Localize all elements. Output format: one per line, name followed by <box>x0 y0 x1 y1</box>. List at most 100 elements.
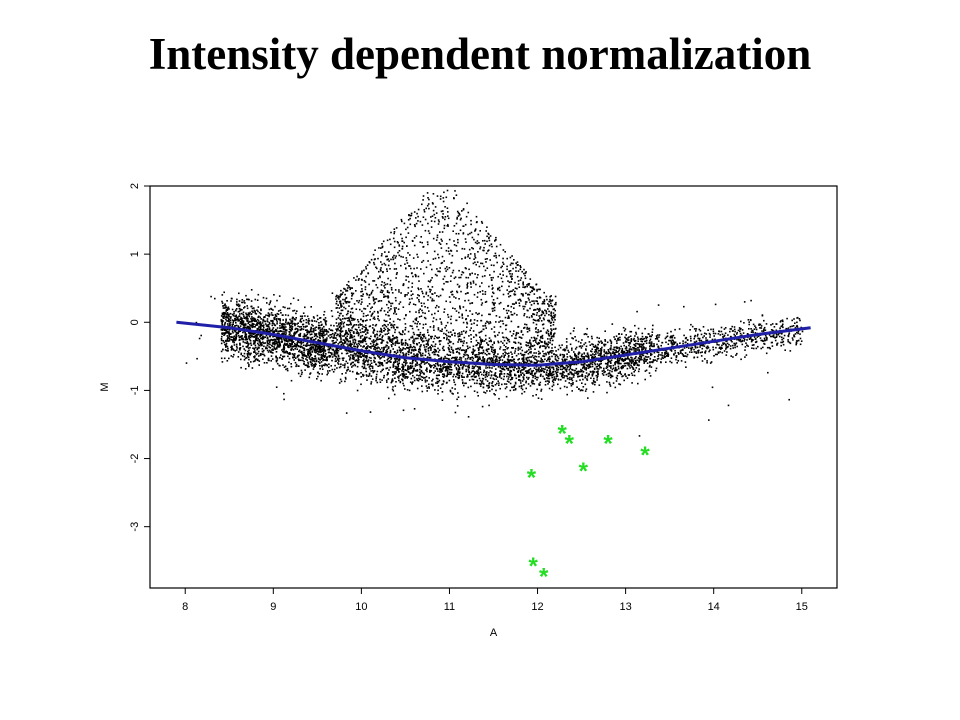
data-point <box>624 357 627 360</box>
data-point <box>428 356 431 359</box>
data-point <box>515 374 517 377</box>
data-point <box>495 389 497 392</box>
data-point <box>296 342 298 344</box>
data-point <box>466 321 468 324</box>
data-point <box>275 342 278 344</box>
data-point <box>601 370 604 372</box>
data-point <box>483 374 485 376</box>
data-point <box>522 356 525 358</box>
data-point <box>492 377 494 380</box>
data-point <box>285 350 287 353</box>
data-point <box>390 357 393 359</box>
data-point <box>535 359 538 361</box>
data-point <box>457 347 459 350</box>
data-point <box>266 327 269 330</box>
data-point <box>591 363 594 366</box>
data-point <box>423 361 425 363</box>
data-point <box>403 384 405 387</box>
data-point <box>599 354 601 357</box>
data-point <box>668 339 670 342</box>
data-point <box>535 355 538 358</box>
data-point <box>482 386 485 389</box>
data-point <box>456 398 458 401</box>
data-point <box>341 373 343 375</box>
data-point <box>477 395 479 397</box>
data-point <box>449 390 452 393</box>
data-point <box>446 357 449 360</box>
data-point <box>248 365 250 368</box>
data-point <box>643 359 645 362</box>
data-point <box>260 333 263 335</box>
data-point <box>471 367 474 370</box>
data-point <box>657 355 659 357</box>
data-point <box>295 346 298 348</box>
data-point <box>368 374 371 376</box>
data-point <box>253 351 255 354</box>
data-point <box>597 340 600 343</box>
data-point <box>262 335 264 337</box>
data-point <box>282 306 285 308</box>
data-point <box>342 364 344 366</box>
data-point <box>371 353 373 356</box>
data-point <box>331 368 334 371</box>
data-point <box>320 345 322 348</box>
data-point <box>405 354 407 357</box>
data-point <box>228 334 230 336</box>
data-point <box>239 318 242 320</box>
data-point <box>371 365 374 368</box>
data-point <box>324 355 326 357</box>
data-point <box>289 324 291 327</box>
data-point <box>584 383 587 386</box>
data-point <box>652 324 654 327</box>
data-point <box>440 365 442 368</box>
data-point <box>542 345 544 347</box>
data-point <box>254 350 256 352</box>
data-point <box>536 342 538 345</box>
data-point <box>227 347 229 350</box>
data-point <box>562 366 564 368</box>
data-point <box>615 360 618 363</box>
data-point <box>284 337 287 340</box>
data-point <box>581 389 584 392</box>
data-point <box>276 341 278 343</box>
data-point <box>282 364 284 366</box>
data-point <box>224 322 226 325</box>
data-point <box>565 370 568 373</box>
data-point <box>436 367 438 370</box>
data-point <box>453 379 455 381</box>
data-point <box>484 352 487 355</box>
data-point <box>304 369 306 371</box>
data-point <box>465 368 467 371</box>
data-point <box>328 366 330 369</box>
data-point <box>283 339 286 342</box>
data-point <box>388 336 391 338</box>
data-point <box>544 384 547 386</box>
data-point <box>331 348 334 351</box>
data-point <box>477 357 480 360</box>
data-point <box>603 345 606 347</box>
data-point <box>253 319 255 322</box>
data-point <box>350 336 352 339</box>
data-point <box>631 374 634 376</box>
data-point <box>366 336 368 339</box>
data-point <box>457 365 460 368</box>
data-point <box>338 360 340 362</box>
data-point <box>289 322 292 324</box>
data-point <box>535 341 537 343</box>
data-point <box>437 337 439 339</box>
data-point <box>252 323 254 325</box>
data-point <box>333 353 335 356</box>
data-point <box>321 364 323 367</box>
data-point <box>378 334 381 337</box>
data-point <box>426 379 428 382</box>
data-point <box>462 349 464 351</box>
data-point <box>551 343 553 346</box>
data-point <box>273 346 275 348</box>
data-point <box>445 375 448 378</box>
data-point <box>435 377 438 380</box>
data-point <box>295 331 298 333</box>
data-point <box>527 378 529 380</box>
data-point <box>624 341 627 343</box>
data-point <box>458 367 461 369</box>
